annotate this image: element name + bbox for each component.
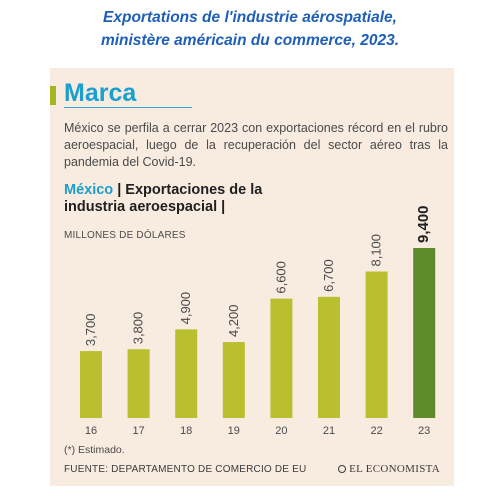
publisher-logo: EL ECONOMISTA [338, 463, 440, 475]
brand-accent-bar [50, 86, 56, 105]
publisher-mark-icon [338, 465, 347, 473]
x-tick-label-21: 21 [323, 425, 335, 437]
x-tick-label-22: 22 [370, 425, 382, 437]
intro-paragraph: México se perfila a cerrar 2023 con expo… [64, 121, 448, 169]
x-tick-label-23: 23 [418, 425, 430, 437]
figure-caption: Exportations de l'industrie aérospatiale… [0, 6, 500, 52]
bar-chart: 3,700 16 3,800 17 4,900 18 4,200 19 6,600 20 6,700… [80, 205, 436, 437]
brand-title: Marca [64, 79, 137, 107]
chart-title: Exportaciones de la industria aeroespaci… [64, 182, 263, 215]
bar-20 [270, 298, 293, 418]
bar-17 [127, 349, 150, 418]
x-tick-label-20: 20 [275, 425, 287, 437]
footnote: (*) Estimado. [64, 444, 125, 456]
x-tick-label-16: 16 [85, 425, 97, 437]
x-tick-label-17: 17 [132, 425, 144, 437]
caption-line-1: Exportations de l'industrie aérospatiale… [103, 9, 397, 26]
bar-value-label-22: 8,100 [369, 234, 384, 267]
source-note: FUENTE: DEPARTAMENTO DE COMERCIO DE EU [64, 464, 307, 475]
bar-value-label-16: 3,700 [83, 314, 98, 347]
caption-line-2: ministère américain du commerce, 2023. [100, 32, 400, 49]
chart-heading-country: México [64, 182, 114, 198]
bar-value-label-18: 4,900 [178, 292, 193, 325]
bar-19 [222, 342, 245, 418]
brand-underline [64, 107, 192, 108]
bar-value-label-20: 6,600 [273, 261, 288, 294]
chart-heading-separator: | [113, 182, 126, 198]
bar-23 [413, 248, 436, 418]
bar-18 [175, 329, 198, 418]
chart-heading-trailing: | [217, 199, 226, 215]
x-tick-label-19: 19 [228, 425, 240, 437]
bar-value-label-23: 9,400 [415, 205, 432, 243]
bar-value-label-21: 6,700 [321, 259, 336, 292]
bar-16 [80, 351, 102, 418]
chart-units: MILLONES DE DÓLARES [64, 230, 186, 241]
x-tick-label-18: 18 [180, 425, 192, 437]
bar-value-label-17: 3,800 [131, 312, 146, 345]
chart-heading: México | Exportaciones de la industria a… [64, 182, 324, 216]
publisher-name: EL ECONOMISTA [349, 463, 440, 475]
bar-value-label-19: 4,200 [226, 304, 241, 337]
bar-21 [318, 296, 340, 418]
infographic-card: Marca México se perfila a cerrar 2023 co… [50, 68, 454, 486]
bar-22 [365, 271, 388, 418]
